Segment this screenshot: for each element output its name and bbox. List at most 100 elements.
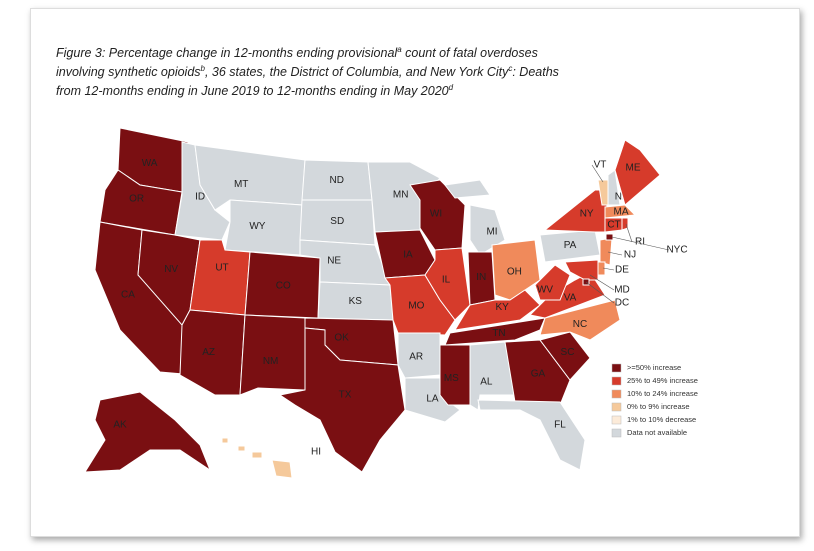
state-label: MN (393, 189, 409, 200)
state-shape (539, 299, 621, 341)
state-label: DE (615, 265, 629, 276)
state-label: HI (311, 447, 321, 458)
title-text: count of fatal overdoses involving synth… (56, 46, 538, 80)
footnote-mark: b (200, 64, 205, 74)
legend-swatch (611, 376, 622, 386)
state-shape (477, 399, 586, 471)
state-label: NV (164, 264, 178, 275)
footnote-mark: d (448, 83, 454, 93)
state-label: RI (635, 237, 645, 248)
state-label: MO (408, 300, 424, 311)
state-label: OR (129, 194, 144, 205)
state-label: ND (330, 175, 344, 186)
legend-label: 1% to 10% decrease (627, 415, 696, 424)
state-label: WA (142, 158, 158, 169)
state-label: LA (426, 393, 439, 404)
footnote-mark: a (397, 45, 402, 54)
state-label: UT (215, 262, 228, 273)
state-label: WY (249, 221, 265, 232)
legend-swatch (611, 389, 622, 399)
legend-swatch (611, 415, 622, 425)
leader-line (625, 223, 633, 243)
state-label: NY (580, 209, 594, 220)
state-shape (397, 332, 441, 379)
leader-line (602, 267, 615, 271)
state-label: MI (486, 227, 497, 238)
state-label: AK (113, 420, 127, 431)
state-label: KY (495, 302, 509, 313)
state-shape (539, 331, 591, 381)
state-shape (189, 239, 251, 316)
state-label: CO (276, 280, 291, 291)
state-shape (604, 204, 637, 219)
footnote-mark: c (508, 64, 513, 74)
state-label: FL (554, 420, 566, 431)
legend-swatch (611, 402, 622, 412)
state-label: OK (334, 333, 349, 344)
state-label: VA (564, 293, 577, 304)
state-label: ID (195, 191, 205, 202)
state-label: DC (615, 298, 629, 309)
state-label: NH (615, 192, 629, 203)
legend-label: 25% to 49% increase (627, 376, 698, 385)
state-label: PA (564, 240, 577, 251)
leader-line (589, 274, 615, 291)
leader-line (607, 251, 623, 256)
title-text: , 36 states, the District of Columbia, a… (204, 65, 509, 80)
state-shape (504, 339, 571, 406)
figure-title: Figure 3: Percentage change in 12-months… (56, 42, 576, 99)
state-label: AL (480, 377, 493, 388)
state-label: NE (327, 255, 341, 266)
state-label: ME (626, 163, 641, 174)
state-label: TN (492, 328, 505, 339)
state-shape (621, 217, 629, 231)
state-label: TX (339, 390, 352, 401)
leader-line (585, 281, 615, 304)
state-shape (599, 237, 613, 266)
state-label: AZ (202, 347, 215, 358)
state-shape (454, 289, 541, 331)
leader-line (591, 164, 604, 183)
state-shape (239, 314, 306, 396)
state-shape (271, 459, 293, 479)
state-label: IA (403, 250, 413, 261)
state-shape (251, 451, 263, 459)
state-label: GA (531, 368, 546, 379)
state-label: IL (442, 274, 451, 285)
state-shape (224, 199, 303, 256)
state-shape (564, 259, 599, 281)
state-label: MT (234, 179, 248, 190)
state-label: WV (537, 285, 553, 296)
state-label: MD (614, 285, 630, 296)
legend-label: 0% to 9% increase (627, 402, 690, 411)
state-shape (614, 139, 661, 206)
state-label: CA (121, 290, 135, 301)
state-label: SC (561, 347, 575, 358)
legend-label: >=50% increase (627, 363, 681, 372)
state-label: MA (614, 207, 629, 218)
legend-swatch (611, 428, 622, 438)
legend-swatch (611, 363, 622, 373)
state-shape (84, 391, 212, 473)
state-label: CT (607, 220, 620, 231)
state-shape (278, 327, 406, 473)
legend: >=50% increase 25% to 49% increase 10% to … (611, 363, 698, 438)
state-shape (605, 233, 614, 241)
state-label: NC (573, 319, 587, 330)
state-label: OH (507, 267, 522, 278)
state-shape (221, 437, 229, 444)
state-label: SD (330, 216, 344, 227)
state-label: IN (476, 272, 486, 283)
state-label: NYC (666, 245, 687, 256)
state-shape (444, 179, 491, 199)
title-text: : Deaths from 12-months ending in June 2… (56, 65, 559, 99)
state-shape (424, 247, 471, 321)
state-shape (444, 317, 546, 346)
state-label: KS (349, 296, 363, 307)
state-label: NJ (624, 250, 636, 261)
state-shape (534, 264, 571, 301)
state-label: AR (409, 351, 423, 362)
state-shape (237, 445, 246, 452)
